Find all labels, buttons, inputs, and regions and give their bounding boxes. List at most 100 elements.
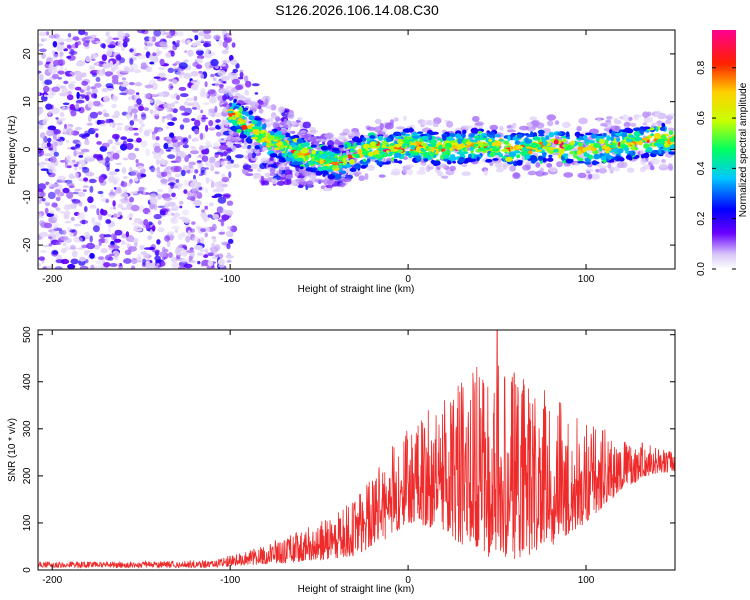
heatmap-cell-1762: [235, 84, 244, 91]
heatmap-cell-948: [197, 252, 204, 256]
heatmap-xtick-label-2: 0: [405, 274, 411, 285]
heatmap-ylabel: Frequency (Hz): [7, 116, 18, 185]
heatmap-cell-758: [52, 250, 59, 255]
heatmap-cell-308: [212, 77, 217, 82]
heatmap-cell-3650: [616, 137, 620, 143]
heatmap-cell-1147: [86, 91, 92, 95]
heatmap-cell-3727: [466, 139, 470, 142]
heatmap-cell-1084: [182, 138, 187, 142]
heatmap-cell-2237: [606, 116, 613, 120]
heatmap-cell-1111: [207, 214, 213, 218]
heatmap-cell-3606: [525, 146, 533, 149]
heatmap-cell-1365: [187, 230, 192, 238]
heatmap-cell-1279: [76, 72, 80, 77]
heatmap-cell-3743: [618, 157, 625, 162]
heatmap-cell-1277: [75, 99, 85, 104]
heatmap-cell-3392: [246, 131, 251, 136]
heatmap-cell-1067: [89, 111, 98, 119]
heatmap-cell-1392: [189, 170, 193, 174]
heatmap-cell-869: [161, 246, 166, 253]
heatmap-cell-1358: [190, 84, 199, 91]
heatmap-cell-2221: [650, 158, 660, 165]
heatmap-cell-89: [158, 67, 166, 70]
colorbar-label: Normalized spectral amplitude: [738, 82, 749, 217]
heatmap-cell-3454: [488, 131, 496, 135]
heatmap-cell-1227: [110, 233, 115, 240]
heatmap-cell-1211: [87, 196, 94, 204]
heatmap-cell-2334: [529, 116, 538, 121]
heatmap-cell-3399: [398, 160, 403, 164]
heatmap-cell-1421: [276, 180, 285, 186]
heatmap-cell-1129: [187, 49, 194, 57]
heatmap-cell-3354: [611, 130, 616, 135]
heatmap-cell-3694: [322, 174, 326, 177]
heatmap-cell-1263: [128, 82, 135, 86]
heatmap-cell-1788: [219, 144, 228, 151]
colorbar-ticks: 0.0 0.2 0.4 0.6 0.8: [696, 60, 736, 276]
heatmap-cell-3681: [296, 157, 304, 162]
heatmap-cell-1181: [201, 155, 209, 162]
heatmap-cell-1981: [322, 187, 333, 192]
heatmap-cell-1829: [259, 163, 267, 170]
heatmap-cell-2399: [366, 164, 376, 171]
heatmap-cell-3604: [440, 154, 445, 160]
heatmap-cell-1495: [244, 89, 249, 96]
heatmap-cell-537: [164, 203, 170, 208]
heatmap-cell-874: [149, 109, 154, 115]
heatmap-cell-3747: [410, 145, 416, 150]
heatmap-cell-692: [38, 215, 44, 219]
heatmap-cell-2166: [283, 118, 288, 126]
heatmap-cell-1318: [64, 220, 72, 224]
heatmap-cell-3278: [666, 146, 674, 150]
heatmap-cell-2112: [650, 165, 655, 171]
heatmap-cell-1256: [87, 100, 94, 109]
heatmap-cell-1604: [220, 125, 224, 130]
heatmap-cell-3100: [251, 119, 258, 124]
heatmap-cell-1529: [290, 130, 296, 134]
heatmap-cell-3701: [395, 136, 402, 139]
heatmap-cell-744: [138, 118, 144, 125]
heatmap-cell-3524: [455, 133, 461, 139]
heatmap-cell-3626: [321, 170, 329, 175]
heatmap-cell-863: [59, 112, 65, 117]
heatmap-cell-1328: [83, 177, 89, 182]
heatmap-cell-3447: [348, 159, 355, 165]
heatmap-cell-3736: [386, 154, 393, 157]
colorbar-tick-label-2: 0.4: [696, 161, 707, 175]
heatmap-cell-825: [200, 109, 204, 114]
heatmap-cell-2017: [535, 162, 541, 168]
heatmap-cell-1171: [39, 132, 46, 139]
heatmap-cell-175: [38, 143, 42, 146]
heatmap-cell-2389: [373, 126, 383, 133]
heatmap-cell-684: [169, 132, 175, 139]
heatmap-cell-1347: [138, 186, 145, 194]
heatmap-cell-1799: [282, 179, 292, 185]
heatmap-cell-2021: [554, 120, 560, 125]
heatmap-cell-861: [111, 145, 117, 152]
heatmap-cell-3704: [671, 136, 675, 143]
heatmap-cell-590: [207, 252, 215, 257]
heatmap-cell-1157: [194, 34, 199, 41]
heatmap-cell-951: [182, 144, 189, 149]
heatmap-cell-689: [190, 150, 199, 155]
heatmap-cell-929: [188, 134, 192, 139]
heatmap-cell-3713: [443, 154, 450, 159]
heatmap-cell-1151: [175, 179, 180, 183]
heatmap-cell-3514: [513, 150, 521, 154]
heatmap-cell-2444: [509, 165, 515, 172]
heatmap-cell-582: [78, 30, 86, 36]
heatmap-cell-2170: [655, 113, 660, 117]
heatmap-cell-2877: [646, 147, 653, 153]
heatmap-cell-1857: [595, 168, 600, 173]
heatmap-cell-995: [38, 213, 42, 217]
heatmap-cell-1174: [66, 139, 70, 144]
heatmap-cell-1359: [70, 244, 76, 250]
heatmap-cell-3268: [587, 140, 596, 144]
heatmap-cell-320: [146, 40, 154, 48]
heatmap-cell-3729: [369, 141, 376, 147]
snr-ytick-label-0: 0: [22, 567, 33, 573]
heatmap-cell-2899: [495, 134, 501, 138]
heatmap-cell-513: [179, 200, 184, 205]
heatmap-cell-35: [208, 202, 214, 207]
heatmap-cell-3731: [623, 127, 632, 133]
